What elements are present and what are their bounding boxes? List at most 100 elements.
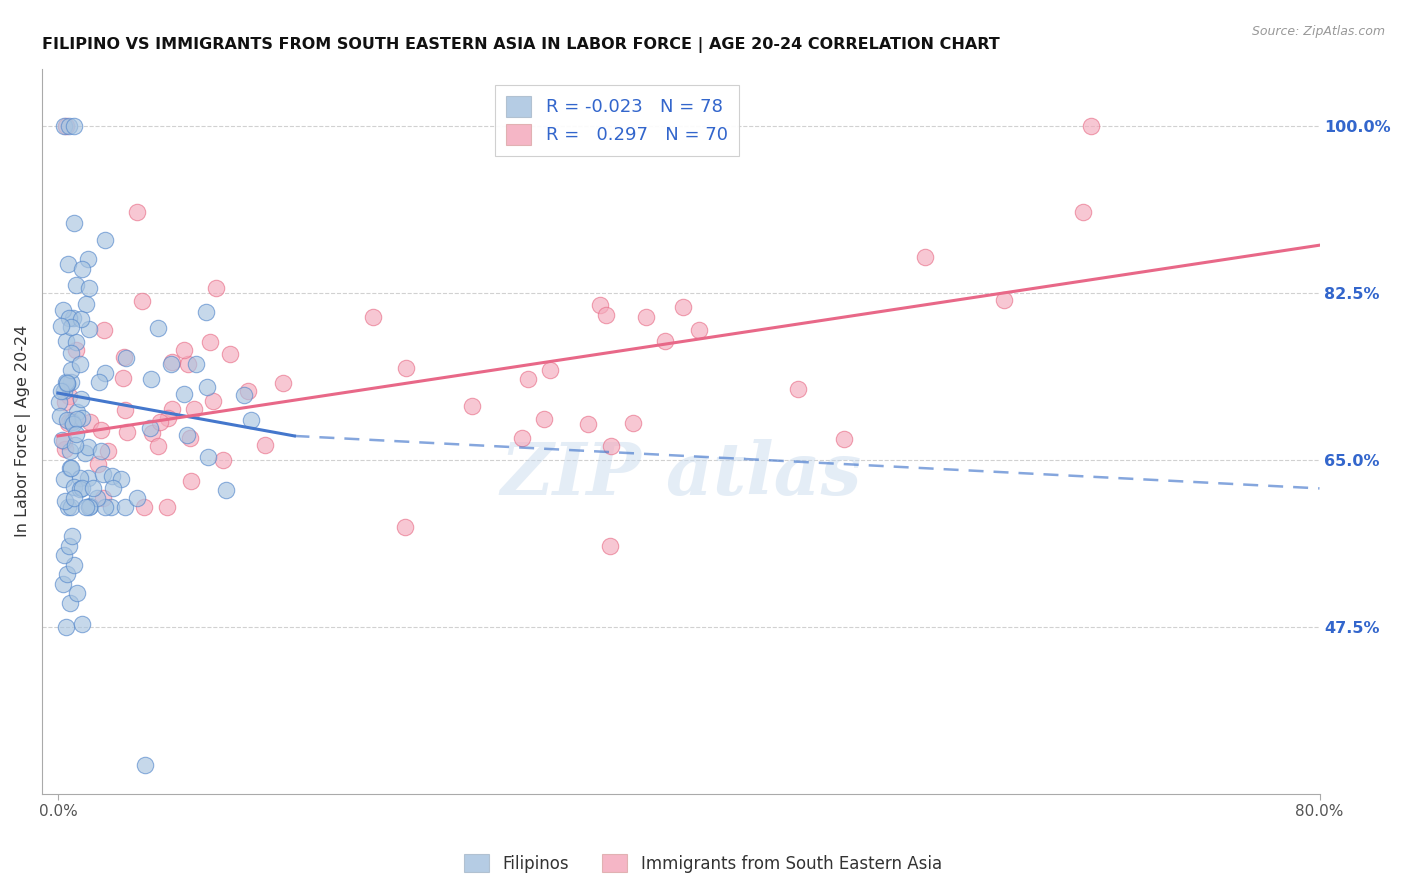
Point (159, 357, 181, 371)
Point (62, 311, 84, 326)
Point (538, 363, 561, 377)
Text: FILIPINO VS IMMIGRANTS FROM SOUTH EASTERN ASIA IN LABOR FORCE | AGE 20-24 CORREL: FILIPINO VS IMMIGRANTS FROM SOUTH EASTER… (42, 37, 1000, 54)
Point (832, 432, 855, 446)
Point (69, 357, 91, 371)
Point (461, 399, 484, 413)
Point (59, 444, 82, 458)
Point (59, 500, 82, 515)
Point (131, 294, 153, 309)
Point (63, 438, 86, 452)
Point (112, 350, 135, 364)
Point (183, 401, 205, 416)
Point (65, 343, 87, 358)
Point (56, 500, 79, 515)
Point (198, 335, 221, 350)
Point (53, 442, 76, 456)
Point (173, 387, 195, 401)
Point (146, 321, 169, 335)
Point (48, 394, 70, 409)
Point (160, 354, 183, 368)
Point (236, 384, 259, 398)
Point (173, 343, 195, 357)
Point (184, 357, 207, 371)
Point (56, 376, 79, 391)
Point (53, 434, 76, 448)
Point (75, 296, 97, 310)
Point (49, 384, 72, 399)
Point (232, 388, 254, 402)
Point (195, 380, 218, 394)
Point (55, 334, 77, 348)
Point (65, 427, 87, 442)
Point (63, 215, 86, 229)
Point (141, 426, 163, 441)
Point (240, 413, 263, 427)
Point (59, 413, 82, 427)
Point (180, 474, 202, 488)
Point (53, 472, 76, 486)
Point (111, 371, 134, 385)
Legend: Filipinos, Immigrants from South Eastern Asia: Filipinos, Immigrants from South Eastern… (457, 847, 949, 880)
Point (91, 467, 114, 481)
Point (70, 392, 93, 406)
Point (56, 257, 79, 271)
Point (176, 427, 198, 442)
Point (53, 119, 76, 133)
Point (914, 250, 936, 264)
Point (87, 458, 110, 472)
Point (271, 376, 294, 390)
Point (69, 482, 91, 496)
Point (177, 357, 200, 371)
Point (75, 500, 97, 515)
Point (65, 278, 87, 293)
Point (62, 491, 84, 505)
Point (58, 311, 80, 326)
Point (52, 303, 75, 318)
Point (993, 293, 1015, 307)
Point (77, 252, 100, 267)
Point (146, 439, 169, 453)
Point (55, 119, 77, 133)
Point (58, 389, 80, 403)
Point (94, 234, 117, 248)
Point (65, 335, 87, 350)
Point (66, 405, 89, 419)
Point (58, 539, 80, 553)
Point (60, 416, 83, 430)
Point (1080, 119, 1102, 133)
Point (114, 500, 136, 515)
Point (66, 586, 89, 600)
Point (179, 431, 201, 445)
Point (215, 483, 238, 498)
Point (134, 758, 156, 772)
Point (65, 411, 87, 425)
Point (56, 376, 79, 390)
Point (517, 372, 540, 386)
Point (201, 394, 224, 409)
Point (160, 402, 183, 417)
Point (70, 411, 93, 425)
Point (77, 471, 100, 485)
Point (94, 500, 117, 515)
Point (70, 311, 93, 326)
Point (60, 460, 83, 475)
Point (82, 482, 104, 496)
Point (52, 384, 75, 398)
Point (600, 439, 623, 453)
Point (53, 548, 76, 562)
Point (77, 322, 100, 336)
Point (156, 500, 179, 515)
Point (787, 382, 810, 396)
Point (77, 441, 100, 455)
Point (212, 453, 235, 467)
Point (79, 415, 101, 429)
Point (100, 469, 122, 483)
Point (56, 416, 79, 430)
Point (55, 620, 77, 634)
Point (219, 347, 242, 361)
Point (125, 491, 148, 505)
Point (49, 409, 72, 423)
Point (533, 412, 555, 426)
Point (621, 416, 644, 430)
Point (53, 494, 76, 508)
